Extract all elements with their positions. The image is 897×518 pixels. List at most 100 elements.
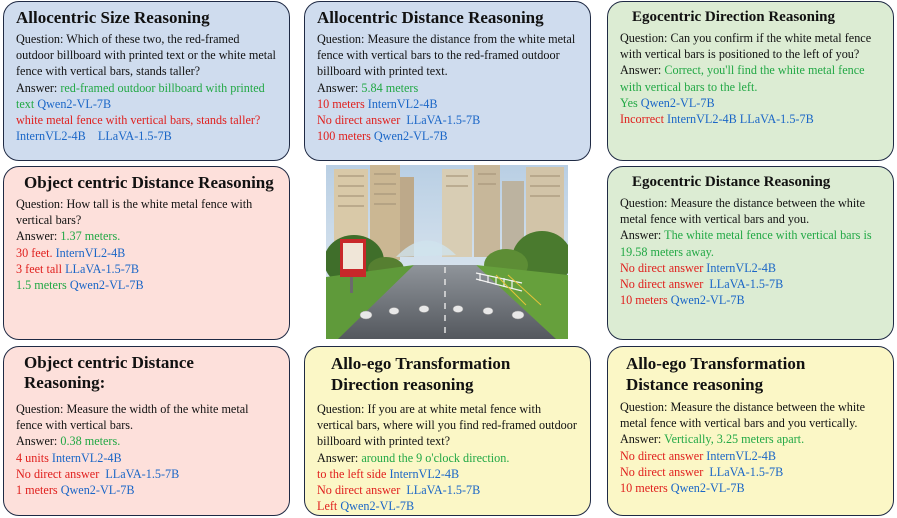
response-line: No direct answer LLaVA-1.5-7B <box>620 276 881 292</box>
model-name: Qwen2-VL-7B <box>37 96 112 111</box>
answer-line: Answer: around the 9 o'clock direction. <box>317 450 578 466</box>
answer-line: Answer: Correct, you'll find the white m… <box>620 62 881 94</box>
answer-label: Answer: <box>16 434 61 449</box>
response-text: 10 meters <box>620 481 668 496</box>
response-text: No direct answer <box>317 483 401 498</box>
card-allocentric-distance: Allocentric Distance Reasoning Question:… <box>304 1 591 161</box>
model-name: LLaVA-1.5-7B <box>406 483 481 498</box>
card-egocentric-distance: Egocentric Distance Reasoning Question: … <box>607 166 894 340</box>
response-text: No direct answer <box>620 448 704 463</box>
response-text: 1 meters <box>16 483 58 498</box>
answer-text: The white metal fence with vertical bars… <box>620 228 872 259</box>
street-scene-illustration <box>326 165 568 339</box>
response-line: No direct answer LLaVA-1.5-7B <box>16 466 277 482</box>
response-line: 1 meters Qwen2-VL-7B <box>16 482 277 498</box>
model-name: InternVL2-4B <box>55 245 126 260</box>
answer-label: Answer: <box>317 80 362 95</box>
response-text: No direct answer <box>620 277 704 292</box>
question-text: Question: If you are at white metal fenc… <box>317 402 577 449</box>
question-text: Question: Can you confirm if the white m… <box>620 31 872 62</box>
response-line: 100 meters Qwen2-VL-7B <box>317 128 578 144</box>
model-name: InternVL2-4B <box>389 466 460 481</box>
answer-line: Answer: Vertically, 3.25 meters apart. <box>620 431 881 447</box>
card-title: Allocentric Distance Reasoning <box>317 8 544 27</box>
response-line: 30 feet. InternVL2-4B <box>16 245 277 261</box>
model-name: InternVL2-4B LLaVA-1.5-7B <box>667 112 814 127</box>
response-line: 10 meters Qwen2-VL-7B <box>620 292 881 308</box>
response-text: to the left side <box>317 466 387 481</box>
response-text: 4 units <box>16 450 49 465</box>
response-text: No direct answer <box>317 113 401 128</box>
response-line: No direct answer InternVL2-4B <box>620 448 881 464</box>
model-name: Qwen2-VL-7B <box>670 293 745 308</box>
response-line: to the left side InternVL2-4B <box>317 466 578 482</box>
card-object-centric-height: Object centric Distance Reasoning Questi… <box>3 166 290 340</box>
question-text: Question: Measure the distance from the … <box>317 32 576 79</box>
question-text: Question: Which of these two, the red-fr… <box>16 32 276 79</box>
response-text: No direct answer <box>620 464 704 479</box>
card-allo-ego-distance: Allo-ego Transformation Distance reasoni… <box>607 346 894 516</box>
model-name: Qwen2-VL-7B <box>340 499 415 514</box>
answer-text: Vertically, 3.25 meters apart. <box>664 432 805 447</box>
response-line: Left Qwen2-VL-7B <box>317 498 578 514</box>
response-line: Incorrect InternVL2-4B LLaVA-1.5-7B <box>620 111 881 127</box>
card-object-centric-width: Object centric Distance Reasoning: Quest… <box>3 346 290 516</box>
card-allo-ego-direction: Allo-ego Transformation Direction reason… <box>304 346 591 516</box>
response-line: 4 units InternVL2-4B <box>16 450 277 466</box>
model-name: LLaVA-1.5-7B <box>709 464 784 479</box>
model-name: Qwen2-VL-7B <box>373 129 448 144</box>
response-text: No direct answer <box>620 260 704 275</box>
response-line: 3 feet tall LLaVA-1.5-7B <box>16 261 277 277</box>
card-title: Egocentric Distance Reasoning <box>632 174 831 190</box>
response-text: 30 feet. <box>16 245 53 260</box>
question-text: Question: Measure the width of the white… <box>16 402 249 433</box>
answer-label: Answer: <box>620 432 665 447</box>
response-text: 10 meters <box>317 96 365 111</box>
card-title: Allocentric Size Reasoning <box>16 8 210 27</box>
model-name: Qwen2-VL-7B <box>60 483 135 498</box>
card-egocentric-direction: Egocentric Direction Reasoning Question:… <box>607 1 894 161</box>
response-line: 10 meters Qwen2-VL-7B <box>620 480 881 496</box>
response-text: white metal fence with vertical bars, st… <box>16 113 261 128</box>
answer-line: Answer: red-framed outdoor billboard wit… <box>16 80 277 112</box>
question-text: Question: How tall is the white metal fe… <box>16 197 253 228</box>
model-name: LLaVA-1.5-7B <box>105 466 180 481</box>
model-name: InternVL2-4B <box>51 450 122 465</box>
model-name: InternVL2-4B <box>706 448 777 463</box>
response-line: No direct answer InternVL2-4B <box>620 260 881 276</box>
model-name: LLaVA-1.5-7B <box>65 261 139 276</box>
response-line: 1.5 meters Qwen2-VL-7B <box>16 277 277 293</box>
answer-line: Answer: 5.84 meters <box>317 80 578 96</box>
answer-label: Answer: <box>16 229 61 244</box>
card-title: Object centric Distance Reasoning <box>24 173 274 192</box>
card-title: Allo-ego Transformation Direction reason… <box>331 354 511 394</box>
model-name: InternVL2-4B LLaVA-1.5-7B <box>16 129 172 144</box>
response-line: No direct answer LLaVA-1.5-7B <box>317 112 578 128</box>
response-text: 3 feet tall <box>16 261 63 276</box>
response-text: Yes <box>620 95 638 110</box>
response-text: No direct answer <box>16 466 100 481</box>
answer-line: Answer: The white metal fence with verti… <box>620 227 881 259</box>
model-name: Qwen2-VL-7B <box>640 95 715 110</box>
model-name: InternVL2-4B <box>706 260 777 275</box>
answer-line: Answer: 1.37 meters. <box>16 228 277 244</box>
model-name: InternVL2-4B <box>367 96 438 111</box>
response-line: 10 meters InternVL2-4B <box>317 96 578 112</box>
model-name: LLaVA-1.5-7B <box>406 113 481 128</box>
card-title: Egocentric Direction Reasoning <box>632 9 836 25</box>
response-text: Incorrect <box>620 112 664 127</box>
answer-label: Answer: <box>620 63 665 78</box>
card-title: Allo-ego Transformation Distance reasoni… <box>626 354 806 394</box>
card-title: Object centric Distance Reasoning: <box>24 353 194 392</box>
answer-text: 0.38 meters. <box>60 434 121 449</box>
answer-label: Answer: <box>317 450 362 465</box>
model-name: Qwen2-VL-7B <box>69 278 144 293</box>
answer-label: Answer: <box>620 228 665 243</box>
response-line: No direct answer LLaVA-1.5-7B <box>620 464 881 480</box>
response-line: Yes Qwen2-VL-7B <box>620 95 881 111</box>
answer-text: Correct, you'll find the white metal fen… <box>620 63 865 94</box>
answer-text: 5.84 meters <box>361 80 419 95</box>
street-scene-image <box>326 165 568 339</box>
response-line: No direct answer LLaVA-1.5-7B <box>317 482 578 498</box>
answer-text: around the 9 o'clock direction. <box>361 450 510 465</box>
